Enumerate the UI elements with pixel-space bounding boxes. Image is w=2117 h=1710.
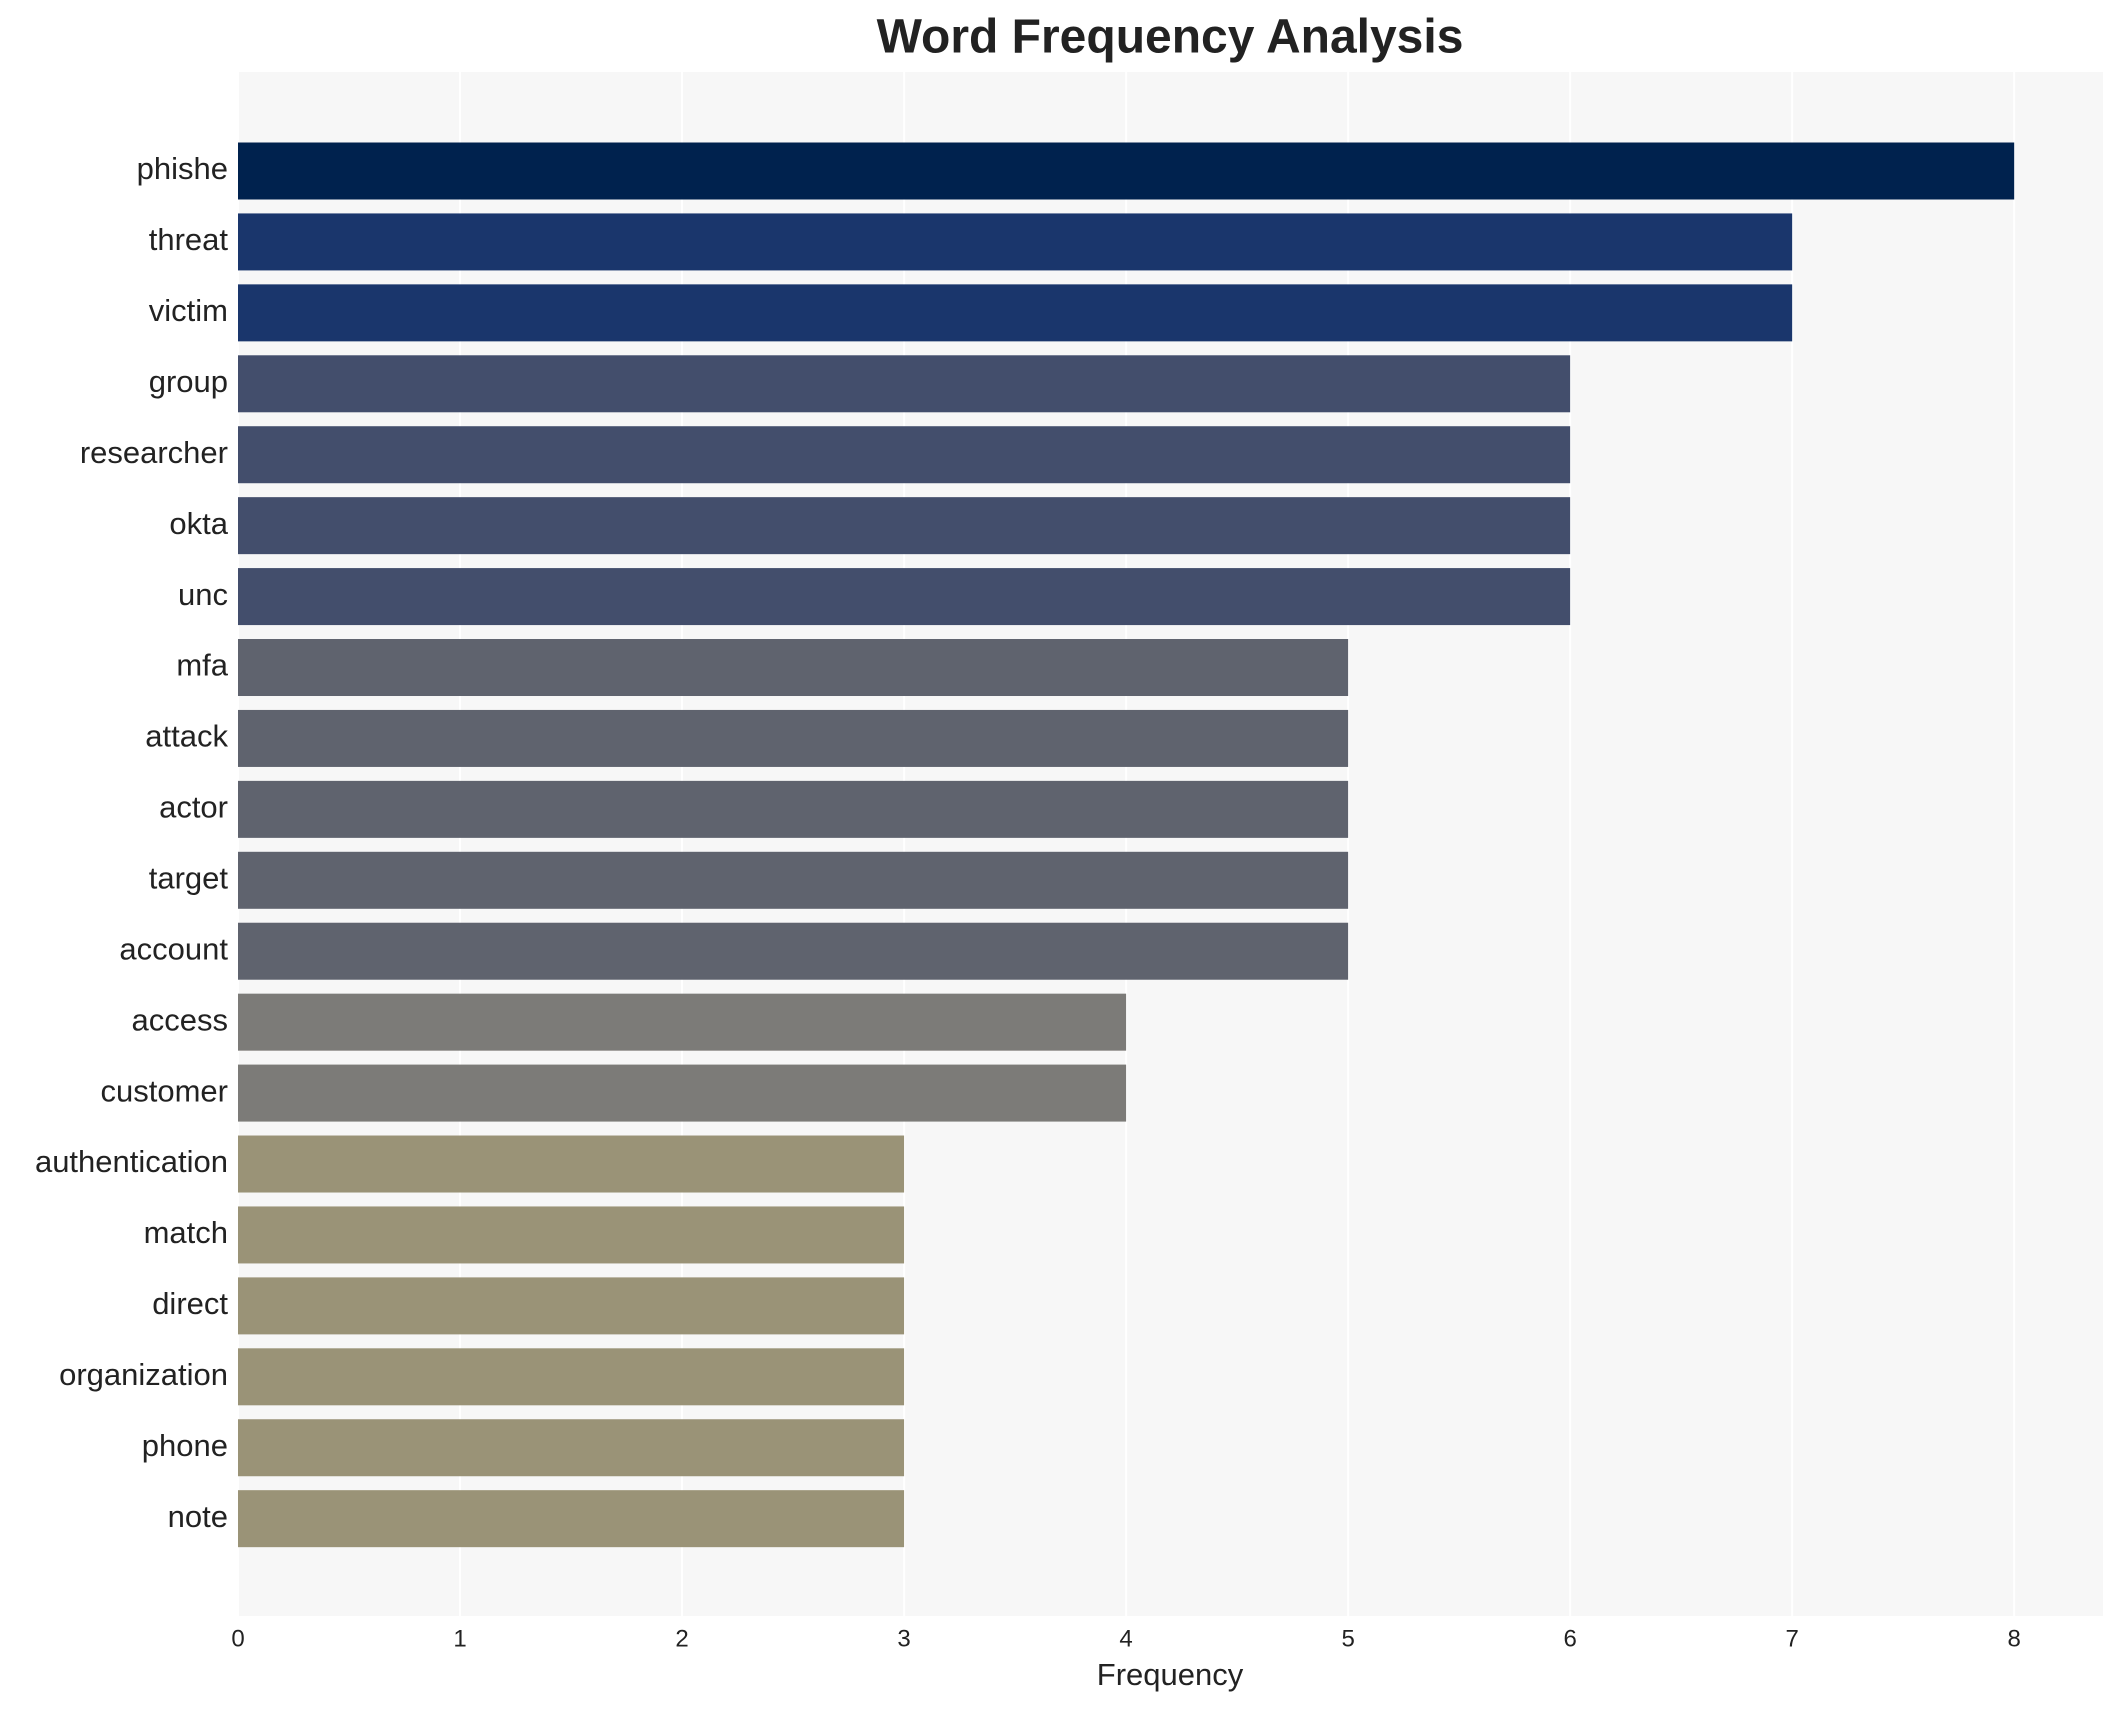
y-tick-label: attack — [145, 719, 228, 754]
y-tick-label: organization — [59, 1357, 228, 1392]
x-tick-label: 2 — [675, 1625, 688, 1652]
x-tick-label: 5 — [1341, 1625, 1354, 1652]
y-tick-label: authentication — [35, 1144, 228, 1179]
bar — [238, 1135, 905, 1193]
bar — [238, 709, 1349, 767]
x-axis-label: Frequency — [1097, 1657, 1244, 1692]
y-tick-label: unc — [178, 577, 228, 612]
bar — [238, 851, 1349, 909]
bar — [238, 568, 1571, 626]
bar — [238, 1348, 905, 1406]
x-tick-label: 4 — [1119, 1625, 1132, 1652]
y-tick-label: okta — [169, 506, 228, 541]
y-tick-label: mfa — [176, 648, 228, 683]
y-tick-label: account — [119, 931, 228, 966]
y-tick-label: group — [149, 364, 228, 399]
x-tick-label: 6 — [1563, 1625, 1576, 1652]
y-tick-label: match — [144, 1215, 228, 1250]
bar — [238, 284, 1793, 342]
x-tick-label: 0 — [231, 1625, 244, 1652]
x-tick-label: 8 — [2008, 1625, 2021, 1652]
y-tick-label: phone — [142, 1428, 228, 1463]
bar — [238, 1277, 905, 1335]
bar — [238, 1490, 905, 1548]
bar — [238, 1064, 1127, 1122]
y-tick-label: victim — [149, 293, 228, 328]
bar — [238, 142, 2015, 200]
x-tick-label: 7 — [1785, 1625, 1798, 1652]
y-tick-label: note — [168, 1499, 228, 1534]
y-tick-label: threat — [149, 222, 229, 257]
bar — [238, 922, 1349, 980]
y-tick-label: actor — [159, 790, 228, 825]
bar — [238, 213, 1793, 271]
y-tick-label: target — [149, 860, 229, 895]
bar — [238, 355, 1571, 413]
y-tick-label: direct — [152, 1286, 228, 1321]
x-tick-label: 1 — [453, 1625, 466, 1652]
bar — [238, 1419, 905, 1477]
bar — [238, 993, 1127, 1051]
bar — [238, 780, 1349, 838]
bar — [238, 639, 1349, 697]
bar — [238, 1206, 905, 1264]
y-tick-label: researcher — [80, 435, 228, 470]
x-tick-label: 3 — [897, 1625, 910, 1652]
y-tick-label: phishe — [137, 151, 228, 186]
y-tick-label: customer — [101, 1073, 228, 1108]
bar — [238, 497, 1571, 555]
y-tick-label: access — [132, 1002, 228, 1037]
chart-title: Word Frequency Analysis — [877, 11, 1464, 64]
bar — [238, 426, 1571, 484]
